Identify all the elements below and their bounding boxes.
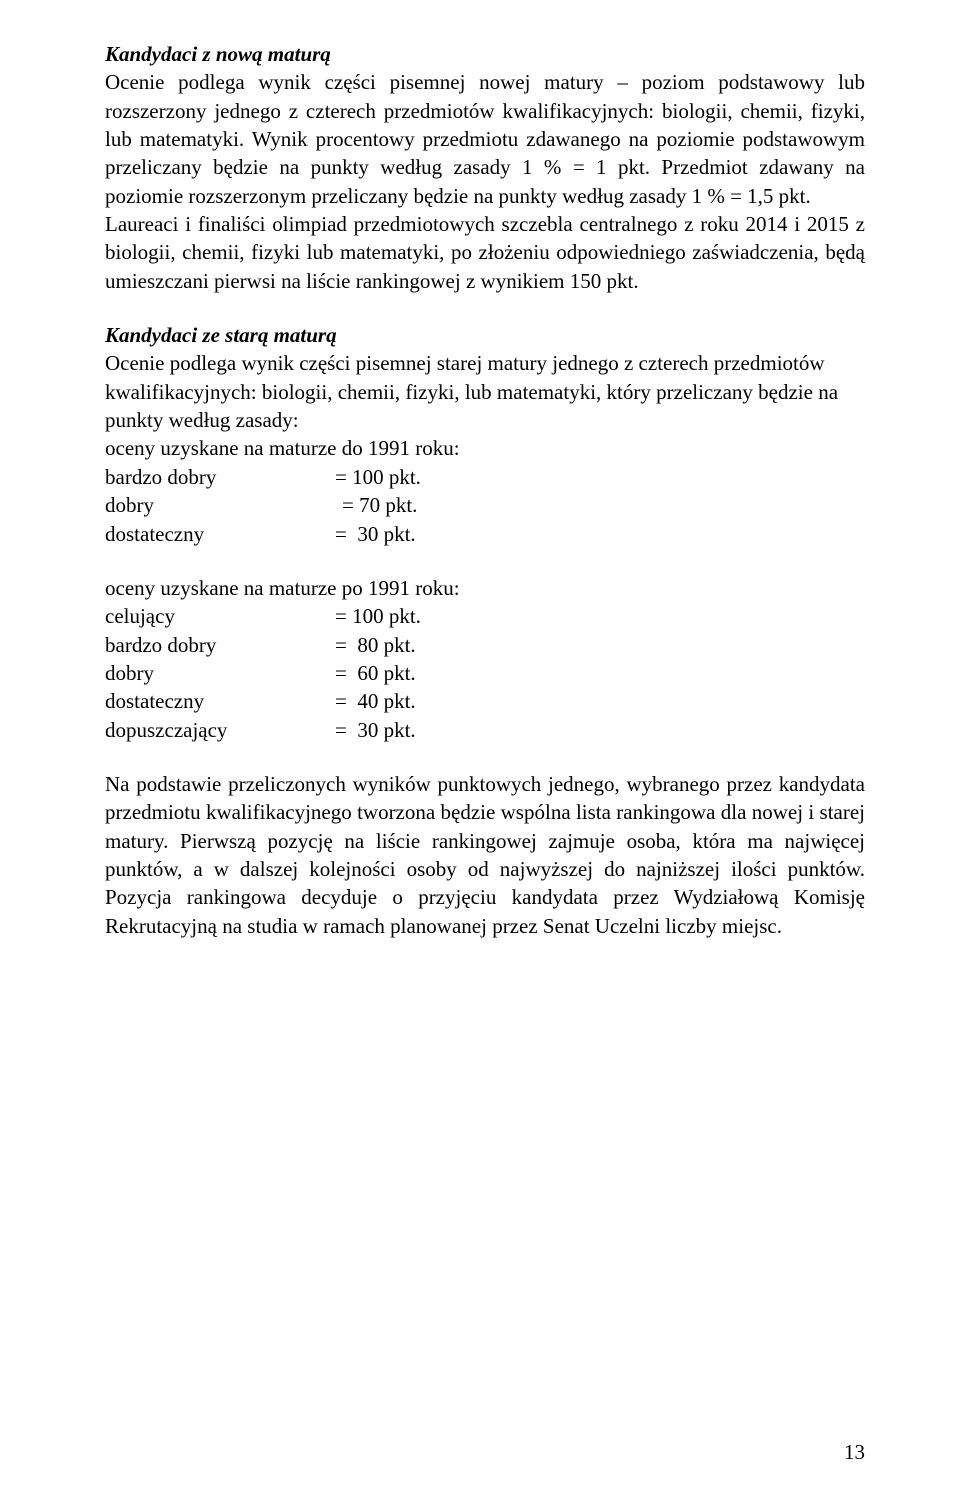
grade-value: = 70 pkt.: [335, 491, 417, 519]
paragraph-new-matura-1: Ocenie podlega wynik części pisemnej now…: [105, 68, 865, 210]
section-post-1991: oceny uzyskane na maturze po 1991 roku: …: [105, 574, 865, 744]
grade-row: bardzo dobry = 100 pkt.: [105, 463, 865, 491]
section-summary: Na podstawie przeliczonych wyników punkt…: [105, 770, 865, 940]
heading-old-matura: Kandydaci ze starą maturą: [105, 321, 865, 349]
grade-value: = 100 pkt.: [335, 602, 421, 630]
caption-pre-1991: oceny uzyskane na maturze do 1991 roku:: [105, 434, 865, 462]
section-old-matura: Kandydaci ze starą maturą Ocenie podlega…: [105, 321, 865, 548]
grade-label: celujący: [105, 602, 335, 630]
grade-label: dostateczny: [105, 520, 335, 548]
grade-value: = 80 pkt.: [335, 631, 416, 659]
intro-old-matura: Ocenie podlega wynik części pisemnej sta…: [105, 349, 865, 434]
page: Kandydaci z nową maturą Ocenie podlega w…: [0, 0, 960, 1507]
grade-label: dobry: [105, 659, 335, 687]
grade-label: dopuszczający: [105, 716, 335, 744]
grade-value: = 30 pkt.: [335, 520, 416, 548]
grade-row: bardzo dobry = 80 pkt.: [105, 631, 865, 659]
paragraph-summary: Na podstawie przeliczonych wyników punkt…: [105, 770, 865, 940]
grade-value: = 60 pkt.: [335, 659, 416, 687]
grade-row: celujący = 100 pkt.: [105, 602, 865, 630]
grade-label: dobry: [105, 491, 335, 519]
grade-row: dobry = 70 pkt.: [105, 491, 865, 519]
grades-post-1991: celujący = 100 pkt. bardzo dobry = 80 pk…: [105, 602, 865, 744]
caption-post-1991: oceny uzyskane na maturze po 1991 roku:: [105, 574, 865, 602]
grade-row: dopuszczający = 30 pkt.: [105, 716, 865, 744]
grade-row: dobry = 60 pkt.: [105, 659, 865, 687]
grade-row: dostateczny = 40 pkt.: [105, 687, 865, 715]
page-number: 13: [844, 1440, 865, 1465]
grade-label: dostateczny: [105, 687, 335, 715]
heading-new-matura: Kandydaci z nową maturą: [105, 40, 865, 68]
paragraph-new-matura-2: Laureaci i finaliści olimpiad przedmioto…: [105, 210, 865, 295]
grade-value: = 30 pkt.: [335, 716, 416, 744]
grade-label: bardzo dobry: [105, 631, 335, 659]
grade-row: dostateczny = 30 pkt.: [105, 520, 865, 548]
grade-label: bardzo dobry: [105, 463, 335, 491]
grades-pre-1991: bardzo dobry = 100 pkt. dobry = 70 pkt. …: [105, 463, 865, 548]
grade-value: = 100 pkt.: [335, 463, 421, 491]
grade-value: = 40 pkt.: [335, 687, 416, 715]
section-new-matura: Kandydaci z nową maturą Ocenie podlega w…: [105, 40, 865, 295]
